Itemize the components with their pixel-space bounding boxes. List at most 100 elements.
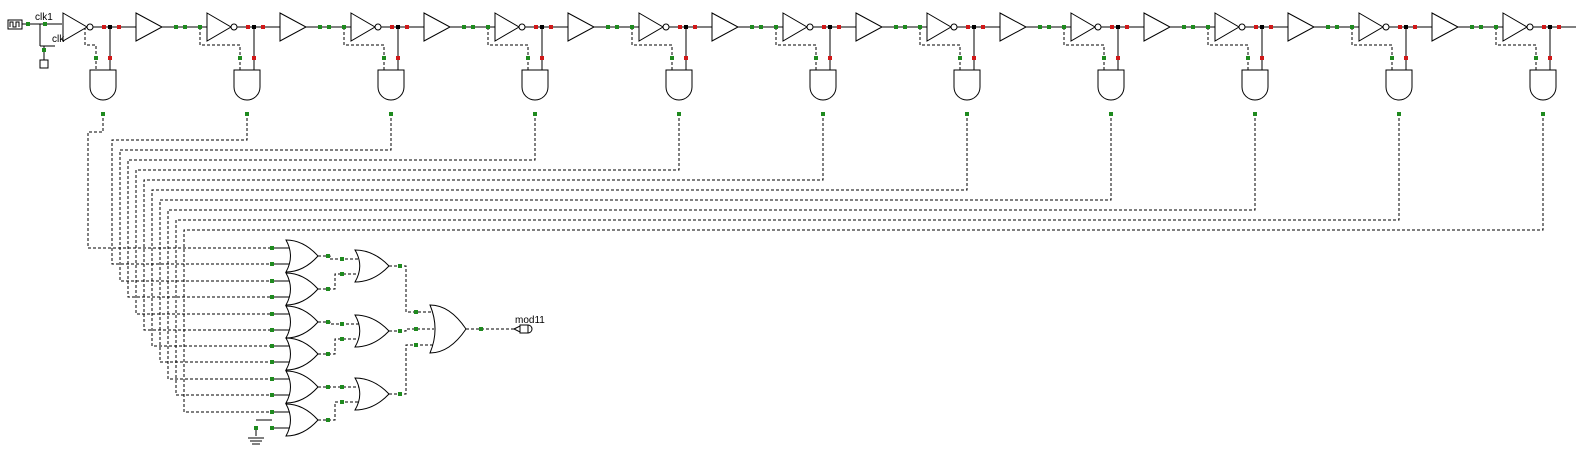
pin-red	[540, 56, 544, 60]
and-gate-1	[89, 69, 117, 101]
and-gate-4	[521, 69, 549, 101]
inverter-a-9	[1214, 12, 1240, 42]
inverter-a-11-bubble	[1526, 23, 1534, 31]
pin-red	[246, 25, 250, 29]
pin-green	[270, 426, 274, 430]
output-led-icon	[512, 324, 533, 334]
pin-green	[1062, 25, 1066, 29]
pin-green	[965, 112, 969, 116]
pin-green	[270, 312, 274, 316]
junction-dot	[108, 25, 112, 29]
clock-source-icon	[7, 19, 23, 30]
pin-green	[340, 337, 344, 341]
wire	[119, 118, 392, 282]
inverter-a-9-bubble	[1238, 23, 1246, 31]
wire	[389, 344, 434, 395]
junction-dot	[972, 25, 976, 29]
mod11-label: mod11	[515, 315, 545, 326]
inverter-a-10	[1358, 12, 1384, 42]
inverter-a-7-bubble	[950, 23, 958, 31]
pin-green	[270, 246, 274, 250]
inverter-a-5	[638, 12, 664, 42]
pin-green	[1335, 25, 1339, 29]
pin-red	[1125, 25, 1129, 29]
inverter-a-8	[1070, 12, 1096, 42]
pin-green	[326, 254, 330, 258]
pin-green	[1191, 25, 1195, 29]
pin-green	[918, 25, 922, 29]
or-gate-l2-1	[354, 249, 390, 283]
pin-green	[101, 112, 105, 116]
pin-red	[966, 25, 970, 29]
pin-red	[1398, 25, 1402, 29]
pin-green	[903, 25, 907, 29]
buffer-1	[135, 12, 164, 42]
pin-green	[821, 112, 825, 116]
pin-green	[245, 112, 249, 116]
pin-green	[606, 25, 610, 29]
pin-green	[42, 48, 46, 52]
pin-green	[318, 25, 322, 29]
wire	[135, 118, 680, 315]
pin-green	[471, 25, 475, 29]
pin-green	[462, 25, 466, 29]
pin-green	[894, 25, 898, 29]
pin-green	[94, 56, 98, 60]
inverter-a-2	[206, 12, 232, 42]
pin-green	[1470, 25, 1474, 29]
pin-green	[270, 377, 274, 381]
wire	[159, 118, 1112, 363]
output-cap	[527, 324, 533, 334]
pin-red	[1548, 56, 1552, 60]
pin-green	[1109, 112, 1113, 116]
inverter-a-5-bubble	[662, 23, 670, 31]
pin-green	[398, 264, 402, 268]
pin-green	[326, 352, 330, 356]
inverter-a-4-bubble	[518, 23, 526, 31]
junction-dot	[540, 25, 544, 29]
and-gate-6	[809, 69, 837, 101]
pin-green	[630, 25, 634, 29]
pin-red	[549, 25, 553, 29]
pin-green	[174, 25, 178, 29]
inverter-a-1	[62, 12, 88, 42]
or-gate-final	[429, 304, 467, 354]
buffer-2	[279, 12, 308, 42]
junction-dot	[684, 25, 688, 29]
and-gate-10	[1385, 69, 1413, 101]
junction-dot	[828, 25, 832, 29]
wire	[167, 118, 1256, 380]
inverter-a-6-bubble	[806, 23, 814, 31]
junction-dot	[1116, 25, 1120, 29]
pin-red	[1413, 25, 1417, 29]
pin-red	[1116, 56, 1120, 60]
junction-dot	[396, 25, 400, 29]
inverter-a-3	[350, 12, 376, 42]
output-arrow	[512, 325, 521, 333]
or-gate-l1-4	[285, 337, 319, 371]
pin-green	[270, 328, 274, 332]
or-gate-l2-3	[354, 377, 390, 411]
pin-red	[1557, 25, 1561, 29]
pin-green	[340, 385, 344, 389]
pin-green	[270, 360, 274, 364]
wire	[389, 328, 434, 332]
ground-icon	[248, 437, 264, 445]
pin-red	[837, 25, 841, 29]
pin-green	[270, 295, 274, 299]
pin-green	[1494, 25, 1498, 29]
and-gate-5	[665, 69, 693, 101]
inverter-a-11	[1502, 12, 1528, 42]
junction-dot	[1260, 25, 1264, 29]
pin-red	[390, 25, 394, 29]
pin-red	[252, 56, 256, 60]
pin-green	[270, 262, 274, 266]
inverter-a-4	[494, 12, 520, 42]
pin-green	[327, 25, 331, 29]
pin-green	[238, 56, 242, 60]
pin-green	[382, 56, 386, 60]
pin-green	[270, 393, 274, 397]
pin-red	[1542, 25, 1546, 29]
pin-green	[814, 56, 818, 60]
